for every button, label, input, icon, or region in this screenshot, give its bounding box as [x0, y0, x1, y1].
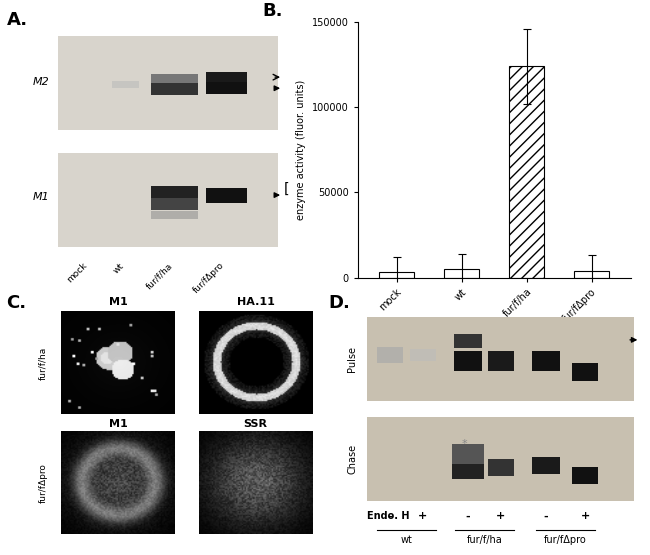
- Text: mock: mock: [65, 261, 89, 285]
- Bar: [367, 317, 634, 401]
- Text: [: [: [284, 181, 289, 196]
- Bar: [452, 464, 484, 479]
- Bar: [151, 74, 198, 85]
- Bar: [206, 188, 247, 203]
- Text: fur/fΔpro: fur/fΔpro: [544, 536, 587, 546]
- Bar: [532, 351, 560, 371]
- Bar: [377, 347, 403, 363]
- Text: fur/fΔpro: fur/fΔpro: [192, 261, 226, 295]
- Bar: [151, 186, 198, 200]
- Text: fur/f/ha: fur/f/ha: [145, 261, 174, 291]
- Text: wt: wt: [112, 261, 125, 275]
- Bar: [573, 271, 610, 278]
- Bar: [454, 351, 482, 371]
- Y-axis label: enzyme activity (fluor. units): enzyme activity (fluor. units): [296, 80, 306, 220]
- Bar: [367, 417, 634, 501]
- Text: fur/fΔpro: fur/fΔpro: [38, 463, 47, 503]
- Bar: [410, 349, 436, 361]
- Bar: [444, 269, 480, 278]
- Text: Chase: Chase: [348, 444, 358, 474]
- Text: M2: M2: [32, 77, 49, 87]
- Bar: [151, 83, 198, 95]
- Text: M1: M1: [32, 192, 49, 202]
- Bar: [532, 457, 560, 475]
- Bar: [58, 36, 278, 130]
- Text: M1: M1: [109, 297, 127, 307]
- Text: -: -: [465, 511, 471, 521]
- Text: A.: A.: [6, 11, 27, 29]
- Text: -: -: [543, 511, 549, 521]
- Text: D.: D.: [328, 294, 350, 312]
- Text: wt: wt: [400, 536, 412, 546]
- Text: +: +: [580, 511, 590, 521]
- Bar: [206, 82, 247, 94]
- Text: +: +: [496, 511, 505, 521]
- Bar: [151, 198, 198, 210]
- Bar: [112, 81, 139, 88]
- Bar: [454, 334, 482, 348]
- Bar: [379, 273, 415, 278]
- Bar: [488, 459, 514, 476]
- Text: fur/f/ha: fur/f/ha: [467, 536, 502, 546]
- Text: Pulse: Pulse: [348, 346, 358, 372]
- Bar: [58, 153, 278, 247]
- Bar: [206, 72, 247, 83]
- Bar: [151, 211, 198, 219]
- Text: Endo. H: Endo. H: [367, 511, 410, 521]
- Text: C.: C.: [6, 294, 27, 312]
- Text: M1: M1: [109, 420, 127, 430]
- Bar: [572, 467, 598, 484]
- Bar: [509, 67, 545, 278]
- Text: -: -: [387, 511, 393, 521]
- Text: fur/f/ha: fur/f/ha: [38, 346, 47, 380]
- Bar: [572, 363, 598, 381]
- Text: SSR: SSR: [244, 420, 268, 430]
- Bar: [452, 445, 484, 465]
- Text: +: +: [418, 511, 427, 521]
- Text: B.: B.: [262, 2, 283, 20]
- Bar: [488, 351, 514, 371]
- Text: *: *: [462, 438, 467, 448]
- Text: HA.11: HA.11: [237, 297, 274, 307]
